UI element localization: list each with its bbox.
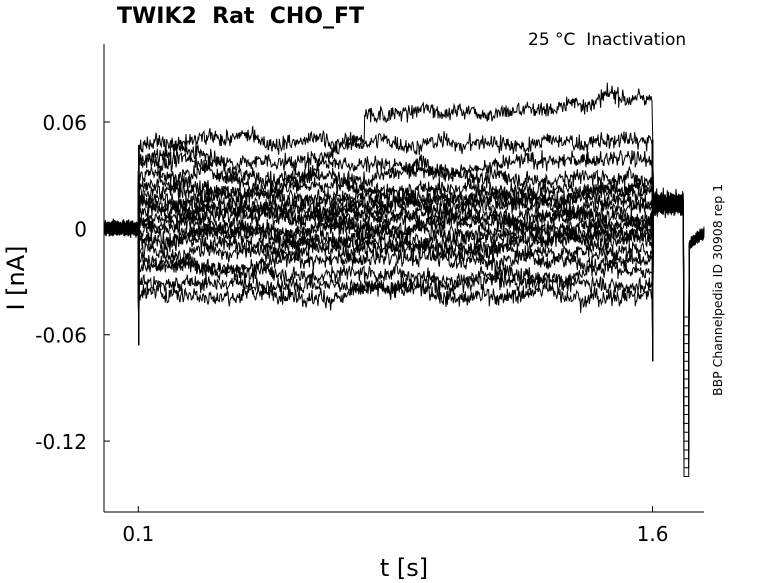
current-trace <box>103 177 705 433</box>
chart-title: TWIK2 Rat CHO_FT <box>117 4 365 29</box>
current-trace <box>103 82 705 477</box>
current-traces <box>103 82 705 477</box>
y-axis-label: I [nA] <box>2 245 30 310</box>
y-tick-label: 0.06 <box>42 111 87 135</box>
current-trace <box>103 194 705 362</box>
current-trace <box>103 139 705 353</box>
side-annotation: BBP Channelpedia ID 30908 rep 1 <box>710 183 725 396</box>
current-trace <box>103 139 705 318</box>
current-trace <box>103 193 705 362</box>
current-trace <box>103 139 705 336</box>
y-tick-label: -0.06 <box>35 324 87 348</box>
chart-subtitle: 25 °C Inactivation <box>528 30 687 50</box>
current-trace <box>103 193 705 362</box>
current-trace <box>103 195 705 398</box>
y-tick-label: -0.12 <box>35 430 87 454</box>
current-trace <box>103 159 705 451</box>
y-tick-label: 0 <box>74 217 87 241</box>
current-trace <box>103 125 705 469</box>
x-tick-label: 1.6 <box>637 522 669 546</box>
current-trace <box>103 139 705 460</box>
axes <box>103 44 704 513</box>
x-tick-label: 0.1 <box>122 522 154 546</box>
x-axis-label: t [s] <box>380 554 428 582</box>
ticks: 0.1 1.6 0.06 0 -0.06 -0.12 <box>35 111 668 546</box>
